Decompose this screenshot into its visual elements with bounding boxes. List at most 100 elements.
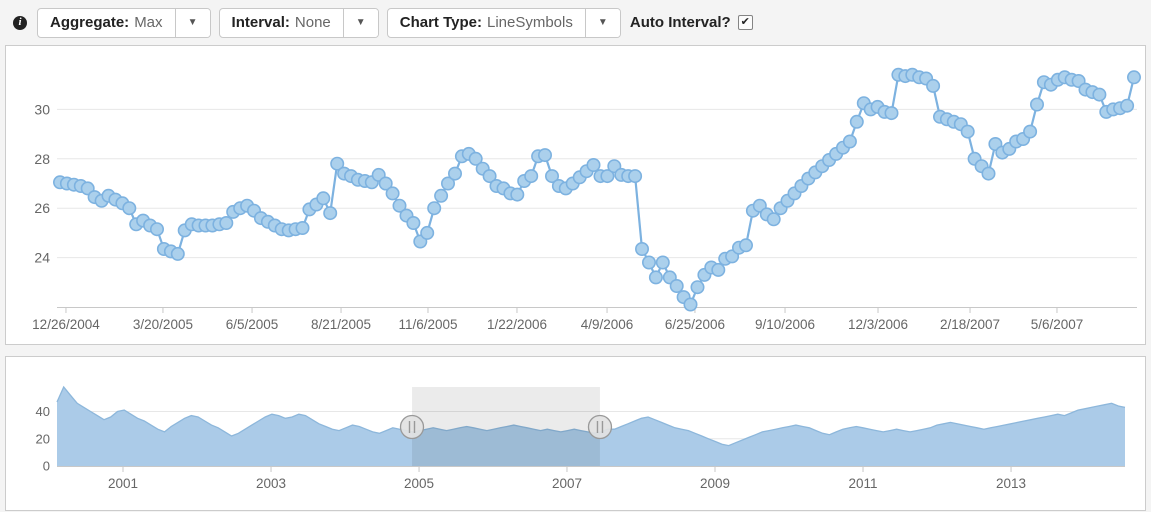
nav-year-tick-label: 2011: [849, 476, 878, 491]
data-point-marker: [600, 169, 615, 184]
data-point-marker: [926, 78, 941, 93]
data-point-marker: [586, 158, 601, 173]
data-point-marker: [766, 212, 781, 227]
navigator-svg: 0 20 40 2001 2003 2005 2007 2009 2011 2013: [36, 385, 1126, 491]
nav-y-tick-label: 0: [43, 459, 50, 474]
data-point-marker: [323, 206, 338, 221]
main-chart-svg: 24 26 28 30 12/26/2004 3/20/2005 6/5/2005 8/21/…: [32, 67, 1142, 332]
y-axis-tick-label: 24: [34, 250, 50, 266]
data-point-marker: [150, 222, 165, 237]
toolbar: i Aggregate: Max ▼ Interval: None ▼ Chart …: [0, 0, 1151, 45]
navigator-area-series: [57, 387, 1125, 466]
data-point-marker: [482, 169, 497, 184]
data-point-marker: [434, 188, 449, 203]
data-point-marker: [690, 280, 705, 295]
aggregate-dropdown-button[interactable]: Aggregate: Max: [38, 9, 175, 37]
data-point-marker: [669, 279, 684, 294]
data-point-marker: [170, 246, 185, 261]
selection-handle-left[interactable]: [399, 414, 425, 440]
data-point-marker: [738, 238, 753, 253]
y-axis-tick-label: 30: [34, 101, 50, 117]
checkmark-icon: ✔: [740, 16, 750, 28]
nav-year-tick-label: 2007: [552, 476, 582, 491]
data-point-marker: [648, 270, 663, 285]
data-point-marker: [683, 297, 698, 312]
data-point-marker: [544, 169, 559, 184]
x-axis-tick-label: 6/5/2005: [226, 317, 279, 332]
chart-type-dropdown[interactable]: Chart Type: LineSymbols ▼: [386, 7, 621, 38]
x-axis-tick-label: 5/6/2007: [1031, 317, 1084, 332]
chevron-down-icon: ▼: [597, 17, 608, 28]
data-point-marker: [420, 225, 435, 240]
data-point-marker: [219, 216, 234, 231]
interval-label: Interval:: [231, 14, 290, 31]
data-point-marker: [524, 169, 539, 184]
data-point-marker: [440, 176, 455, 191]
data-point-marker: [884, 106, 899, 121]
data-point-marker: [1127, 70, 1142, 85]
nav-y-tick-label: 20: [36, 431, 50, 446]
x-axis-tick-label: 8/21/2005: [311, 317, 371, 332]
aggregate-label: Aggregate:: [50, 14, 130, 31]
data-point-marker: [1092, 87, 1107, 102]
data-point-marker: [1120, 98, 1135, 113]
data-point-marker: [1030, 97, 1045, 112]
data-point-marker: [427, 201, 442, 216]
chart-type-value: LineSymbols: [486, 14, 573, 31]
x-axis-tick-label: 11/6/2005: [398, 317, 457, 332]
handle-circle[interactable]: [587, 414, 613, 440]
chevron-down-icon: ▼: [355, 17, 366, 28]
data-point-marker: [316, 191, 331, 206]
handle-circle[interactable]: [399, 414, 425, 440]
aggregate-dropdown[interactable]: Aggregate: Max ▼: [37, 7, 211, 38]
nav-year-tick-label: 2005: [404, 476, 434, 491]
chart-type-dropdown-button[interactable]: Chart Type: LineSymbols: [388, 9, 585, 37]
data-point-marker: [385, 186, 400, 201]
data-point-marker: [295, 221, 310, 236]
data-point-marker: [378, 176, 393, 191]
data-point-marker: [849, 114, 864, 129]
aggregate-dropdown-caret[interactable]: ▼: [174, 8, 210, 37]
nav-year-tick-label: 2013: [996, 476, 1026, 491]
nav-year-tick-label: 2009: [700, 476, 730, 491]
data-point-marker: [634, 242, 649, 257]
data-point-marker: [655, 255, 670, 270]
x-axis-tick-label: 12/3/2006: [848, 317, 908, 332]
data-point-marker: [960, 124, 975, 139]
interval-dropdown[interactable]: Interval: None ▼: [218, 7, 379, 38]
x-axis-tick-label: 4/9/2006: [581, 317, 634, 332]
chart-type-label: Chart Type:: [399, 14, 482, 31]
chevron-down-icon: ▼: [187, 17, 198, 28]
y-axis-tick-label: 28: [34, 151, 50, 167]
data-point-marker: [122, 201, 137, 216]
chart-type-dropdown-caret[interactable]: ▼: [584, 8, 620, 37]
info-icon[interactable]: i: [13, 15, 27, 30]
interval-value: None: [294, 14, 331, 31]
y-axis-tick-label: 26: [34, 200, 50, 216]
x-axis-tick-label: 1/22/2006: [487, 317, 547, 332]
data-point-marker: [392, 198, 407, 213]
selection-region[interactable]: [412, 387, 600, 466]
nav-year-tick-label: 2001: [108, 476, 138, 491]
x-axis-tick-label: 12/26/2004: [32, 317, 100, 332]
data-point-marker: [842, 134, 857, 149]
data-point-marker: [628, 169, 643, 184]
x-axis-tick-label: 6/25/2006: [665, 317, 725, 332]
data-point-marker: [981, 166, 996, 181]
auto-interval-checkbox[interactable]: ✔: [737, 15, 753, 30]
data-point-marker: [468, 151, 483, 166]
interval-dropdown-caret[interactable]: ▼: [342, 8, 378, 37]
aggregate-value: Max: [134, 14, 163, 31]
data-point-marker: [537, 148, 552, 163]
data-point-marker: [711, 262, 726, 277]
x-axis-tick-label: 3/20/2005: [133, 317, 193, 332]
selection-handle-right[interactable]: [587, 414, 613, 440]
nav-y-tick-label: 40: [36, 404, 50, 419]
auto-interval-label: Auto Interval?: [629, 14, 731, 31]
data-point-marker: [330, 156, 345, 171]
nav-year-tick-label: 2003: [256, 476, 286, 491]
data-point-marker: [406, 216, 421, 231]
data-point-marker: [447, 166, 462, 181]
interval-dropdown-button[interactable]: Interval: None: [220, 9, 343, 37]
data-point-marker: [1023, 124, 1038, 139]
